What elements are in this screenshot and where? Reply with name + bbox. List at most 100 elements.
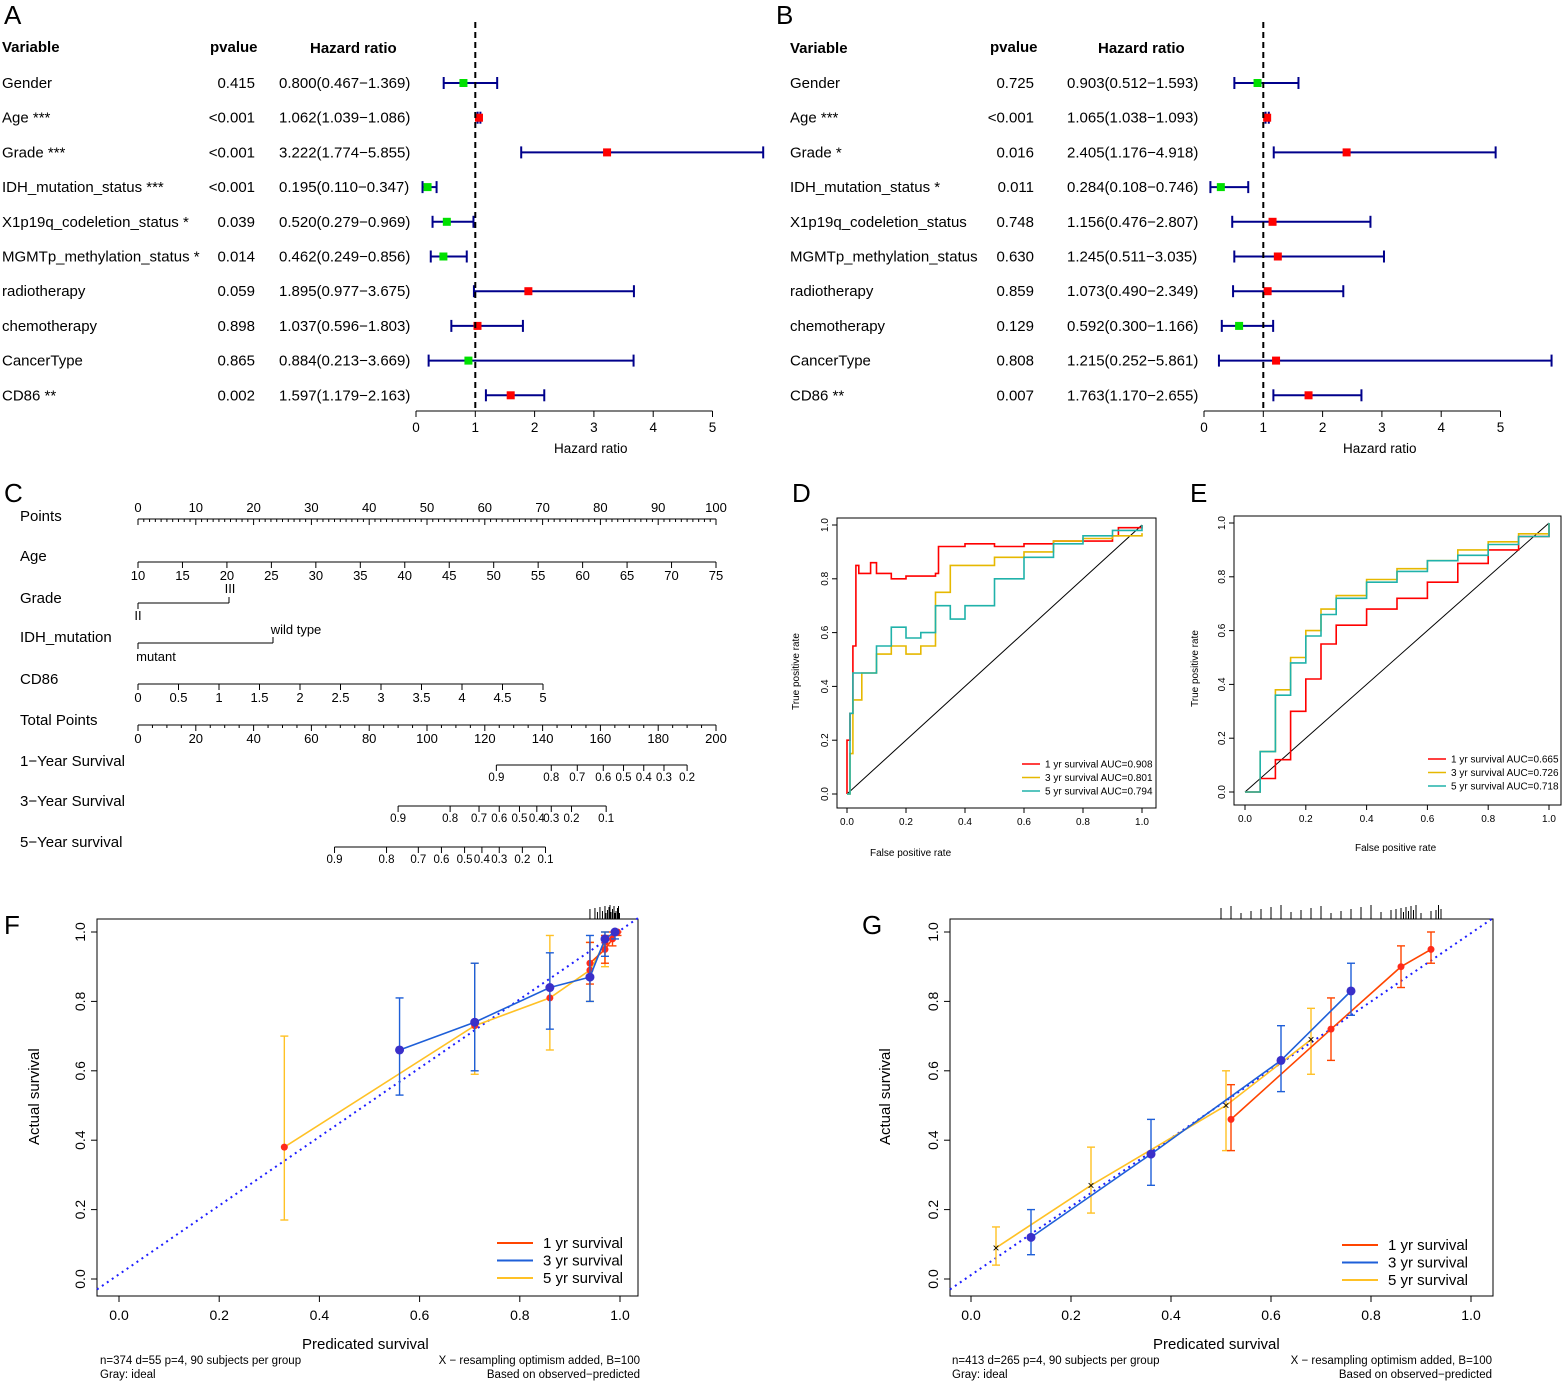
points-tick-label: 40 xyxy=(362,500,376,515)
header-pvalue: pvalue xyxy=(990,39,1038,56)
x-tick-label: 0.6 xyxy=(1261,1307,1281,1323)
nomogram-row-label: Total Points xyxy=(20,712,98,729)
panel-letter-d: D xyxy=(792,478,811,508)
cd86-tick-label: 1.5 xyxy=(250,690,268,705)
note-left-1: n=413 d=265 p=4, 90 subjects per group xyxy=(952,1355,1159,1367)
roc-curve xyxy=(1245,523,1550,793)
survival-tick-label: 0.5 xyxy=(457,854,473,866)
hazard-ratio-cell: 1.062(1.039−1.086) xyxy=(279,110,410,127)
variable-label: X1p19q_codeletion_status xyxy=(790,214,967,231)
hr-point xyxy=(1342,148,1351,157)
variable-label: chemotherapy xyxy=(790,318,886,335)
survival-tick-label: 0.3 xyxy=(543,813,559,825)
legend-label: 3 yr survival AUC=0.726 xyxy=(1451,768,1559,779)
variable-label: Age *** xyxy=(790,110,839,127)
calibration-point: × xyxy=(1307,1033,1314,1047)
hazard-ratio-cell: 1.037(0.596−1.803) xyxy=(279,318,410,335)
y-tick-label: 0.8 xyxy=(72,991,88,1011)
x-tick-label: 0.2 xyxy=(1061,1307,1081,1323)
x-tick-label: 1.0 xyxy=(1542,814,1556,825)
total-points-tick-label: 40 xyxy=(246,731,260,746)
calibration-point xyxy=(395,1045,405,1055)
calibration-plot-g: Predicated survival Actual survival n=41… xyxy=(877,905,1494,1381)
header-variable: Variable xyxy=(2,39,60,56)
calibration-point xyxy=(1397,963,1405,971)
header-pvalue: pvalue xyxy=(210,39,258,56)
cal-xlabel: Predicated survival xyxy=(1153,1336,1280,1353)
points-tick-label: 70 xyxy=(535,500,549,515)
total-points-tick-label: 120 xyxy=(474,731,496,746)
hazard-ratio-cell: 0.903(0.512−1.593) xyxy=(1067,75,1198,92)
survival-tick-label: 0.1 xyxy=(598,813,614,825)
hazard-ratio-cell: 0.284(0.108−0.746) xyxy=(1067,179,1198,196)
pvalue-cell: 0.748 xyxy=(996,214,1034,231)
pvalue-cell: 0.865 xyxy=(217,353,255,370)
points-tick-label: 100 xyxy=(705,500,727,515)
survival-tick-label: 0.7 xyxy=(471,813,487,825)
calibration-point xyxy=(1346,986,1356,996)
y-tick-label: 0.0 xyxy=(1217,785,1228,799)
legend-label: 3 yr survival xyxy=(543,1253,623,1270)
calibration-point: × xyxy=(1222,1099,1229,1113)
nomogram-row-label: IDH_mutation xyxy=(20,629,112,646)
legend-label: 5 yr survival xyxy=(543,1270,623,1287)
hr-point xyxy=(524,287,533,296)
hazard-ratio-cell: 1.073(0.490−2.349) xyxy=(1067,283,1198,300)
pvalue-cell: 0.859 xyxy=(996,283,1034,300)
hr-point xyxy=(506,391,515,400)
variable-label: MGMTp_methylation_status * xyxy=(2,249,200,266)
nomogram-c: Points Age Grade IDH_mutation CD86 Total Poin… xyxy=(20,500,727,866)
y-tick-label: 1.0 xyxy=(72,922,88,942)
y-tick-label: 0.8 xyxy=(1217,569,1228,583)
hr-point xyxy=(442,217,451,226)
points-tick-label: 10 xyxy=(189,500,203,515)
total-points-tick-label: 160 xyxy=(590,731,612,746)
note-right-2: Based on observed−predicted xyxy=(487,1369,640,1381)
panel-letter-e: E xyxy=(1190,478,1207,508)
variable-label: Age *** xyxy=(2,110,51,127)
pvalue-cell: 0.415 xyxy=(217,75,255,92)
hazard-ratio-cell: 0.520(0.279−0.969) xyxy=(279,214,410,231)
plot-frame xyxy=(96,918,639,1297)
note-left-2: Gray: ideal xyxy=(952,1369,1008,1381)
y-tick-label: 0.6 xyxy=(820,625,831,639)
pvalue-cell: 0.016 xyxy=(996,144,1034,161)
forest-xlabel: Hazard ratio xyxy=(554,441,628,456)
hazard-ratio-cell: 3.222(1.774−5.855) xyxy=(279,144,410,161)
hr-point xyxy=(473,321,482,330)
hr-point xyxy=(1253,79,1262,87)
x-tick-label: 1.0 xyxy=(1135,817,1149,828)
roc-plot-e: False positive rate True positive rate 0… xyxy=(1190,515,1562,854)
age-tick-label: 15 xyxy=(175,568,189,583)
x-tick-label: 2 xyxy=(1319,420,1327,435)
calibration-point xyxy=(1146,1149,1156,1159)
header-variable: Variable xyxy=(790,40,848,57)
survival-tick-label: 0.1 xyxy=(537,854,553,866)
roc-xlabel: False positive rate xyxy=(870,848,952,859)
variable-label: Grade *** xyxy=(2,144,66,161)
forest-plot-a: Variable pvalue Hazard ratio Hazard rati… xyxy=(2,22,765,456)
roc-curve xyxy=(847,525,1143,795)
note-right-1: X − resampling optimism added, B=100 xyxy=(439,1355,640,1367)
survival-tick-label: 0.3 xyxy=(491,854,507,866)
nomogram-row-label: 1−Year Survival xyxy=(20,753,125,770)
x-tick-label: 1.0 xyxy=(1461,1307,1481,1323)
hr-point xyxy=(1304,391,1313,400)
total-points-tick-label: 140 xyxy=(532,731,554,746)
x-tick-label: 0.2 xyxy=(899,817,913,828)
calibration-point xyxy=(545,983,555,993)
survival-tick-label: 0.2 xyxy=(679,772,695,784)
cal-xlabel: Predicated survival xyxy=(302,1336,429,1353)
x-tick-label: 0.0 xyxy=(961,1307,981,1323)
panel-letter-f: F xyxy=(4,910,20,940)
ideal-line xyxy=(96,917,639,1291)
pvalue-cell: 0.007 xyxy=(996,387,1034,404)
roc-curve xyxy=(847,533,1143,795)
x-tick-label: 1 xyxy=(472,420,480,435)
calibration-point xyxy=(1276,1055,1286,1065)
y-tick-label: 0.4 xyxy=(1217,677,1228,691)
pvalue-cell: 0.011 xyxy=(998,179,1034,196)
hr-point xyxy=(439,252,448,261)
points-tick-label: 50 xyxy=(420,500,434,515)
legend-label: 1 yr survival xyxy=(543,1235,623,1252)
